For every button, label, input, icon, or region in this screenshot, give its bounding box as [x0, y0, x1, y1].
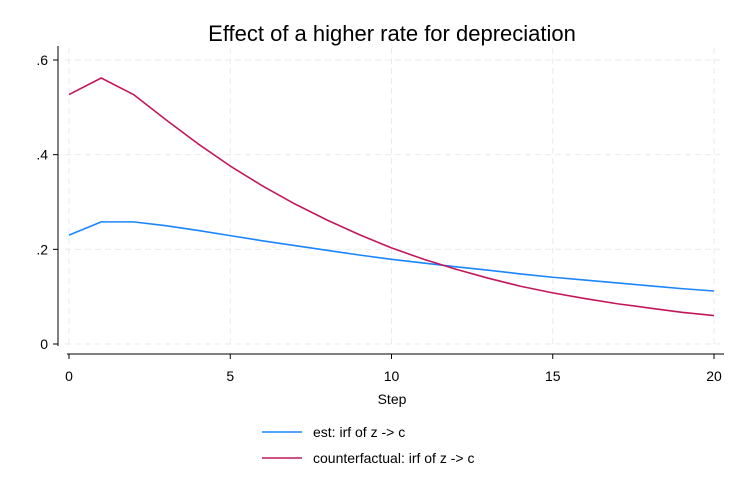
- legend: est: irf of z -> c counterfactual: irf of…: [262, 424, 474, 466]
- x-tick-label: 15: [545, 368, 561, 384]
- grid-lines: [65, 48, 720, 348]
- series-lines: [68, 77, 715, 317]
- chart-title: Effect of a higher rate for depreciation: [208, 21, 576, 46]
- y-tick-label: .2: [36, 241, 48, 257]
- axes: 0 .2 .4 .6 0 5 10 15 20: [36, 46, 724, 384]
- x-tick-label: 5: [226, 368, 234, 384]
- legend-label: counterfactual: irf of z -> c: [313, 450, 474, 466]
- x-axis-title: Step: [378, 391, 407, 407]
- y-tick-label: 0: [40, 336, 48, 352]
- y-tick-label: .4: [36, 147, 48, 163]
- series-line-1: [68, 221, 715, 292]
- x-tick-label: 0: [65, 368, 73, 384]
- y-tick-label: .6: [36, 52, 48, 68]
- x-tick-label: 10: [384, 368, 400, 384]
- x-tick-label: 20: [706, 368, 722, 384]
- legend-label: est: irf of z -> c: [313, 424, 405, 440]
- series-line-2: [68, 77, 715, 317]
